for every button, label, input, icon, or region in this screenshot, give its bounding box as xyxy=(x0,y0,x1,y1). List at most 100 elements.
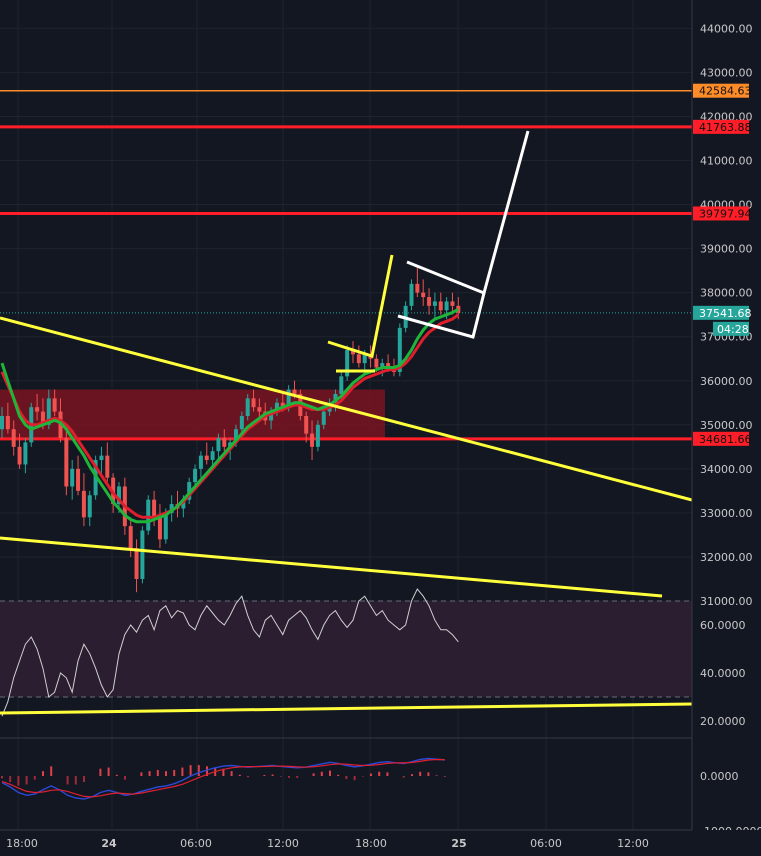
countdown-label: 04:28 xyxy=(717,323,749,336)
candle[interactable] xyxy=(35,393,40,421)
candle-body xyxy=(257,407,262,412)
candle-body xyxy=(146,499,151,531)
candle[interactable] xyxy=(81,473,86,527)
candle[interactable] xyxy=(345,345,350,381)
candle-body xyxy=(351,349,355,355)
candle[interactable] xyxy=(216,433,221,461)
candle[interactable] xyxy=(23,438,28,474)
candle[interactable] xyxy=(251,389,256,412)
candle-body xyxy=(286,389,291,408)
candle-body xyxy=(333,393,338,403)
candle[interactable] xyxy=(146,495,151,535)
level-badge-1[interactable] xyxy=(693,119,749,134)
time-tick-label-4: 18:00 xyxy=(355,837,387,850)
candle[interactable] xyxy=(105,442,110,483)
rsi-trendline[interactable] xyxy=(0,702,693,715)
time-tick-label-3: 12:00 xyxy=(267,837,299,850)
candle[interactable] xyxy=(245,393,250,421)
candle-body xyxy=(128,526,133,549)
candle[interactable] xyxy=(11,420,16,456)
macd-pane[interactable] xyxy=(1,757,446,800)
rsi-pane[interactable] xyxy=(0,588,692,717)
countdown-badge[interactable] xyxy=(713,321,749,336)
candle[interactable] xyxy=(64,429,69,496)
level-badge-label-2: 39797.94 xyxy=(699,207,752,220)
candle-body xyxy=(157,517,162,540)
candle[interactable] xyxy=(169,495,174,522)
candle[interactable] xyxy=(99,446,104,474)
candle-body xyxy=(321,411,326,425)
candle-body xyxy=(356,354,361,364)
candle-body xyxy=(234,429,238,443)
yellow-flagpole[interactable] xyxy=(327,254,394,358)
candle[interactable] xyxy=(204,442,209,465)
candle-body xyxy=(380,363,385,368)
ma-fast-line xyxy=(0,308,459,524)
candle[interactable] xyxy=(409,279,414,311)
moving-averages xyxy=(0,308,460,524)
candle-body xyxy=(181,499,186,509)
candle[interactable] xyxy=(351,341,355,364)
candle[interactable] xyxy=(415,266,420,298)
level-badge-2[interactable] xyxy=(693,206,749,221)
rsi-tick-label-2: 60.0000 xyxy=(700,619,746,632)
candle[interactable] xyxy=(198,451,203,478)
candle-body xyxy=(315,424,320,447)
time-axis[interactable]: 18:00 24 06:00 12:00 18:00 25 06:00 12:00 xyxy=(0,829,761,856)
level-badge-0[interactable] xyxy=(693,83,749,98)
macd-line xyxy=(1,757,445,800)
rsi-band xyxy=(0,601,692,697)
candle-body xyxy=(251,398,256,408)
candle-body xyxy=(222,438,227,447)
candle[interactable] xyxy=(17,433,22,469)
time-tick-label-6: 06:00 xyxy=(530,837,562,850)
candle[interactable] xyxy=(52,389,57,416)
price-tick-label-5: 36000.00 xyxy=(700,375,753,388)
candle[interactable] xyxy=(310,420,315,461)
candle[interactable] xyxy=(157,504,162,549)
candle[interactable] xyxy=(356,345,361,368)
candle[interactable] xyxy=(5,402,10,434)
candle-body xyxy=(169,504,174,513)
candle-body xyxy=(76,468,81,491)
candle[interactable] xyxy=(87,490,92,527)
candle-body xyxy=(210,451,215,461)
candle[interactable] xyxy=(76,455,81,496)
candle-body xyxy=(345,349,350,377)
candle[interactable] xyxy=(438,292,443,315)
candle[interactable] xyxy=(193,464,198,487)
candle-body xyxy=(269,411,274,421)
price-tick-label-8: 39000.00 xyxy=(700,243,753,256)
lower-trendline[interactable] xyxy=(0,536,663,598)
candle[interactable] xyxy=(140,526,145,584)
candle[interactable] xyxy=(0,407,4,439)
candles[interactable] xyxy=(0,266,461,593)
white-flag-lower[interactable] xyxy=(397,292,486,339)
trend-drawings[interactable] xyxy=(0,130,693,715)
candle-body xyxy=(374,358,379,368)
candle[interactable] xyxy=(315,420,320,452)
level-badge-3[interactable] xyxy=(693,431,749,446)
candle[interactable] xyxy=(222,429,227,452)
current-price-badge[interactable] xyxy=(693,305,749,320)
candle[interactable] xyxy=(432,292,437,320)
candle[interactable] xyxy=(427,288,432,315)
upper-trendline[interactable] xyxy=(0,316,693,502)
candle-body xyxy=(274,402,279,412)
candle[interactable] xyxy=(239,411,244,434)
candle[interactable] xyxy=(421,279,426,306)
candle-body xyxy=(409,283,414,306)
candle[interactable] xyxy=(304,411,309,443)
candle-body xyxy=(5,415,10,430)
price-axis[interactable]: 31000.00 32000.00 33000.00 34000.00 35000.00… xyxy=(691,0,761,856)
candle-body xyxy=(0,415,4,430)
candle[interactable] xyxy=(70,460,75,500)
candle-body xyxy=(35,407,40,412)
candle-body xyxy=(99,455,104,461)
horizontal-level-lines[interactable] xyxy=(0,89,692,441)
candle[interactable] xyxy=(134,539,139,593)
current-price-label: 37541.68 xyxy=(699,307,752,320)
candle-body xyxy=(427,297,432,306)
